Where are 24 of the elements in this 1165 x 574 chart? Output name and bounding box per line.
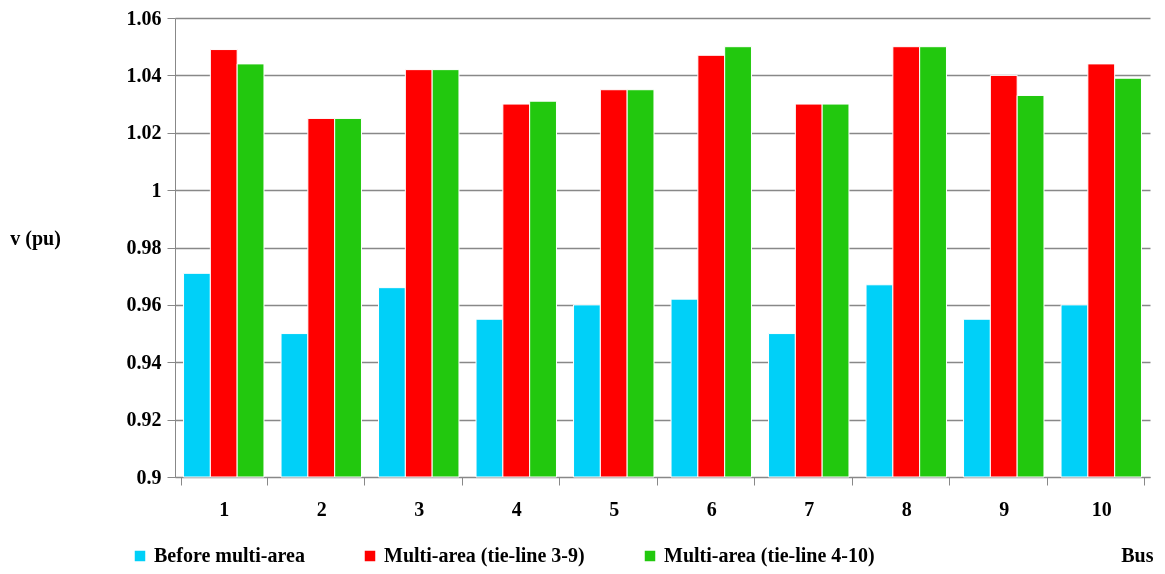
x-tick-label: 10 bbox=[1091, 497, 1112, 520]
x-axis-title: Bus bbox=[1121, 543, 1154, 566]
y-tick-label: 0.92 bbox=[126, 408, 162, 431]
y-tick-label: 1.04 bbox=[126, 63, 162, 86]
legend-label: Before multi-area bbox=[154, 544, 305, 566]
legend-label: Multi-area (tie-line 3-9) bbox=[384, 544, 585, 567]
x-tick-label: 1 bbox=[219, 497, 230, 520]
y-tick-label: 0.98 bbox=[126, 236, 162, 258]
x-tick-label: 6 bbox=[706, 497, 717, 520]
x-tick-label: 4 bbox=[511, 497, 522, 520]
x-tick-label: 8 bbox=[901, 497, 912, 520]
legend-label: Multi-area (tie-line 4-10) bbox=[664, 544, 875, 567]
y-axis-title: v (pu) bbox=[10, 226, 61, 250]
x-tick-label: 5 bbox=[609, 497, 620, 520]
x-tick-label: 7 bbox=[804, 497, 815, 520]
y-tick-label: 1.06 bbox=[126, 6, 162, 29]
x-tick-label: 3 bbox=[414, 497, 425, 520]
y-tick-label: 0.96 bbox=[126, 293, 162, 316]
y-tick-label: 1 bbox=[151, 178, 162, 201]
y-tick-label: 0.94 bbox=[126, 350, 162, 373]
x-tick-label: 9 bbox=[999, 497, 1010, 520]
y-tick-label: 0.9 bbox=[136, 465, 162, 488]
y-tick-label: 1.02 bbox=[126, 121, 162, 144]
x-tick-label: 2 bbox=[316, 497, 327, 520]
